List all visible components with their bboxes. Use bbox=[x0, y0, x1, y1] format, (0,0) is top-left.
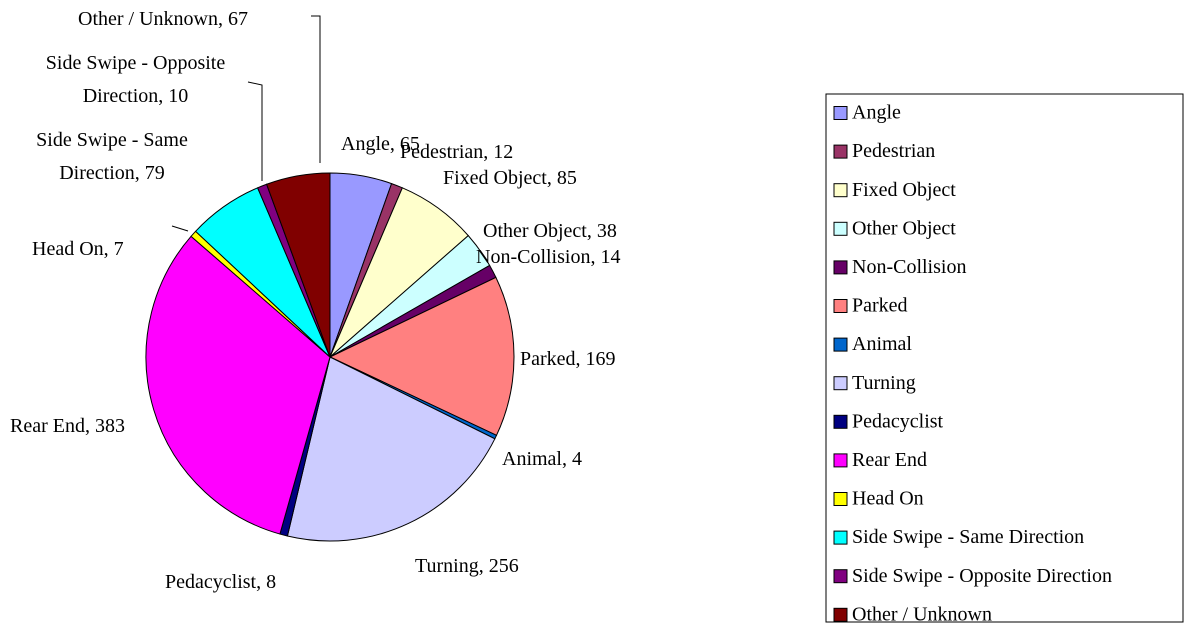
legend-label: Side Swipe - Opposite Direction bbox=[852, 565, 1112, 587]
data-label: Animal, 4 bbox=[502, 448, 582, 470]
legend-label: Other / Unknown bbox=[852, 603, 992, 625]
data-label: Pedestrian, 12 bbox=[400, 141, 514, 163]
data-label: Parked, 169 bbox=[520, 348, 616, 370]
data-label: Fixed Object, 85 bbox=[443, 167, 577, 189]
pie-slice bbox=[328, 276, 515, 436]
pie-slice bbox=[145, 235, 331, 535]
legend-label: Turning bbox=[852, 372, 916, 394]
leader-line bbox=[247, 81, 263, 181]
leader-line bbox=[171, 225, 189, 232]
legend-label: Other Object bbox=[852, 217, 956, 239]
legend-swatch bbox=[833, 299, 848, 313]
legend-swatch bbox=[833, 144, 848, 159]
data-label: Rear End, 383 bbox=[10, 415, 125, 437]
legend-swatch bbox=[833, 453, 848, 468]
leader-line bbox=[311, 15, 321, 163]
legend-label: Angle bbox=[852, 102, 901, 124]
legend-swatch bbox=[833, 106, 848, 120]
data-label: Other Object, 38 bbox=[483, 220, 617, 242]
legend-label: Fixed Object bbox=[852, 179, 956, 201]
legend-swatch bbox=[833, 260, 848, 275]
legend-swatch bbox=[833, 492, 848, 506]
legend-swatch bbox=[833, 337, 848, 352]
data-label: Angle, 65 bbox=[341, 133, 420, 155]
legend-label: Side Swipe - Same Direction bbox=[852, 526, 1084, 548]
legend-swatch bbox=[833, 607, 848, 622]
legend-box bbox=[825, 93, 1184, 623]
legend-label: Pedestrian bbox=[852, 140, 935, 162]
legend-swatch bbox=[833, 221, 848, 236]
data-label: Head On, 7 bbox=[32, 238, 124, 260]
pie-slice bbox=[265, 172, 331, 358]
legend-label: Pedacyclist bbox=[852, 410, 944, 432]
legend-swatch bbox=[833, 376, 848, 391]
legend-label: Rear End bbox=[852, 449, 927, 471]
pie-slice bbox=[286, 356, 496, 542]
data-label: Turning, 256 bbox=[415, 555, 519, 577]
legend-swatch bbox=[833, 530, 848, 545]
legend-label: Head On bbox=[852, 488, 924, 510]
legend-label: Parked bbox=[852, 295, 908, 317]
data-label: Pedacyclist, 8 bbox=[165, 571, 277, 593]
legend-label: Non-Collision bbox=[852, 256, 966, 278]
data-label: Side Swipe - Opposite Direction, 10 bbox=[45, 52, 226, 107]
data-label: Side Swipe - Same Direction, 79 bbox=[36, 129, 188, 184]
legend-label: Animal bbox=[852, 333, 912, 355]
legend-swatch bbox=[833, 183, 848, 198]
legend-swatch bbox=[833, 569, 848, 584]
legend-swatch bbox=[833, 414, 848, 429]
data-label: Non-Collision, 14 bbox=[476, 246, 621, 268]
data-label: Other / Unknown, 67 bbox=[78, 8, 248, 30]
